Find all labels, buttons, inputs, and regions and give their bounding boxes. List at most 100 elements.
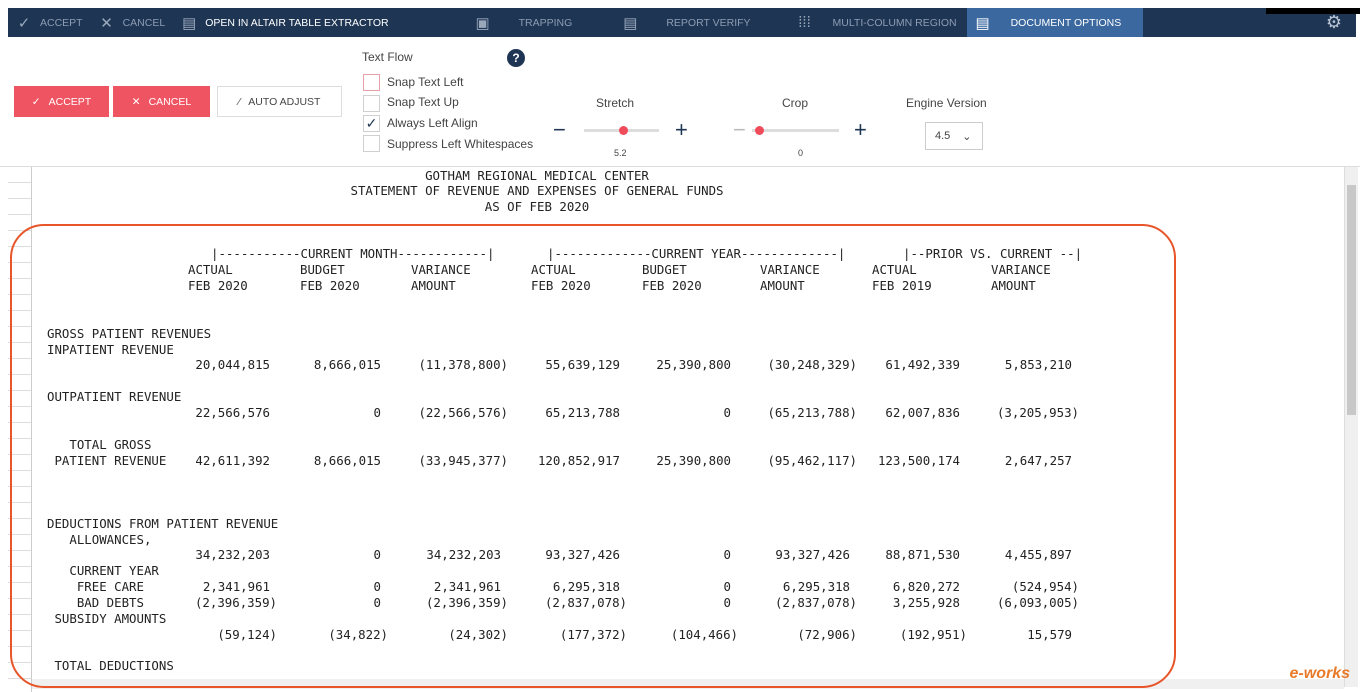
scrollbar-thumb[interactable] (1347, 185, 1356, 415)
auto-adjust-button[interactable]: ⁄ AUTO ADJUST (217, 86, 342, 117)
table-cell: 120,852,917 (537, 453, 620, 468)
row-label: GROSS PATIENT REVENUES (47, 326, 212, 341)
table-cell: 0 (373, 579, 381, 594)
column-header: ACTUAL (188, 262, 233, 277)
black-bar (1266, 8, 1360, 14)
horizontal-scrollbar[interactable] (32, 679, 1344, 689)
table-cell: (33,945,377) (418, 453, 508, 468)
suppress-whitespaces-label: Suppress Left Whitespaces (387, 137, 534, 151)
table-cell: (177,372) (559, 627, 627, 642)
table-cell: (2,837,078) (774, 595, 857, 610)
table-cell: 0 (373, 547, 381, 562)
table-cell: 62,007,836 (885, 405, 960, 420)
open-extractor-label: OPEN IN ALTAIR TABLE EXTRACTOR (205, 16, 389, 29)
toolbar-accept-label: ACCEPT (40, 16, 83, 29)
table-cell: 65,213,788 (545, 405, 620, 420)
crop-slider-thumb[interactable] (755, 126, 764, 135)
column-header: ACTUAL (531, 262, 576, 277)
table-cell: 93,327,426 (545, 547, 620, 562)
vertical-scrollbar[interactable] (1344, 167, 1358, 687)
check-icon: ✓ (17, 14, 31, 32)
table-cell: 5,853,210 (1004, 357, 1072, 372)
table-cell: 123,500,174 (877, 453, 960, 468)
table-cell: 0 (723, 579, 731, 594)
toolbar-open-extractor[interactable]: ▤ OPEN IN ALTAIR TABLE EXTRACTOR (173, 8, 396, 37)
table-cell: 0 (723, 405, 731, 420)
toolbar-document-options[interactable]: ▤ DOCUMENT OPTIONS (966, 8, 1144, 37)
crop-plus-button[interactable]: + (854, 117, 867, 142)
table-cell: 34,232,203 (195, 547, 270, 562)
toolbar-accept[interactable]: ✓ ACCEPT (8, 8, 91, 37)
table-cell: 22,566,576 (195, 405, 270, 420)
crop-value: 0 (798, 148, 804, 158)
table-cell: (30,248,329) (767, 357, 857, 372)
table-cell: 6,295,318 (552, 579, 620, 594)
column-header: FEB 2020 (642, 278, 702, 293)
toolbar-trapping[interactable]: ▣ TRAPPING (467, 8, 581, 37)
toolbar-report-verify[interactable]: ▤ REPORT VERIFY (614, 8, 758, 37)
stretch-slider-thumb[interactable] (619, 126, 628, 135)
crop-slider[interactable] (752, 129, 839, 132)
toolbar-multi-column[interactable]: ⁞⁞⁞ MULTI-COLUMN REGION (789, 8, 965, 37)
snap-text-left-checkbox[interactable] (363, 74, 380, 91)
crop-minus-button[interactable]: − (733, 117, 746, 142)
column-header: AMOUNT (760, 278, 805, 293)
table-cell: 0 (723, 547, 731, 562)
column-header: VARIANCE (991, 262, 1051, 277)
row-label: DEDUCTIONS FROM PATIENT REVENUE (47, 516, 279, 531)
crop-label: Crop (782, 96, 809, 110)
auto-adjust-label: AUTO ADJUST (248, 95, 321, 108)
table-cell: 61,492,339 (885, 357, 960, 372)
table-cell: 88,871,530 (885, 547, 960, 562)
stretch-plus-button[interactable]: + (675, 117, 688, 142)
report-title-line: STATEMENT OF REVENUE AND EXPENSES OF GEN… (350, 183, 724, 198)
row-label: INPATIENT REVENUE (47, 342, 174, 357)
engine-version-select[interactable]: 4.5 ⌄ (925, 122, 983, 150)
column-group-header: |-------------CURRENT YEAR-------------| (547, 246, 846, 261)
row-label: FREE CARE (47, 579, 144, 594)
snap-text-up-checkbox[interactable] (363, 95, 380, 112)
table-cell: (104,466) (670, 627, 738, 642)
accept-button[interactable]: ✓ ACCEPT (14, 86, 109, 117)
accept-label: ACCEPT (48, 95, 92, 108)
table-cell: (95,462,117) (767, 453, 857, 468)
snap-text-up-label: Snap Text Up (387, 95, 459, 109)
column-group-header: |--PRIOR VS. CURRENT --| (903, 246, 1083, 261)
report-title-line: AS OF FEB 2020 (484, 199, 590, 214)
text-flow-title: Text Flow (362, 50, 413, 64)
column-header: FEB 2020 (300, 278, 360, 293)
table-cell: 34,232,203 (426, 547, 501, 562)
table-cell: 8,666,015 (313, 357, 381, 372)
table-cell: 55,639,129 (545, 357, 620, 372)
row-label: PATIENT REVENUE (47, 453, 167, 468)
table-cell: 42,611,392 (195, 453, 270, 468)
stretch-minus-button[interactable]: − (553, 117, 566, 142)
toolbar-cancel[interactable]: ✕ CANCEL (91, 8, 174, 37)
suppress-whitespaces-checkbox[interactable] (363, 135, 380, 152)
table-cell: 25,390,800 (656, 453, 731, 468)
help-icon[interactable]: ? (507, 49, 525, 67)
stretch-label: Stretch (596, 96, 635, 110)
table-cell: (524,954) (1011, 579, 1079, 594)
toolbar-cancel-label: CANCEL (122, 16, 166, 29)
table-cell: 2,341,961 (433, 579, 501, 594)
column-header: AMOUNT (991, 278, 1036, 293)
table-cell: 15,579 (1027, 627, 1072, 642)
always-left-align-checkbox[interactable]: ✓ (363, 115, 380, 132)
table-cell: (192,951) (899, 627, 967, 642)
chevron-down-icon: ⌄ (962, 130, 972, 143)
table-cell: (34,822) (328, 627, 388, 642)
table-cell: 0 (373, 405, 381, 420)
row-label: TOTAL GROSS (47, 437, 152, 452)
report-verify-icon: ▤ (623, 14, 638, 32)
row-label: OUTPATIENT REVENUE (47, 389, 182, 404)
gear-icon[interactable]: ⚙ (1325, 12, 1342, 32)
table-cell: (65,213,788) (767, 405, 857, 420)
document-viewer (0, 166, 1360, 692)
cancel-button[interactable]: ✕ CANCEL (113, 86, 210, 117)
row-label: CURRENT YEAR (47, 563, 159, 578)
row-label: SUBSIDY AMOUNTS (47, 611, 167, 626)
table-cell: (72,906) (797, 627, 857, 642)
table-cell: (2,396,359) (425, 595, 508, 610)
cancel-label: CANCEL (148, 95, 192, 108)
